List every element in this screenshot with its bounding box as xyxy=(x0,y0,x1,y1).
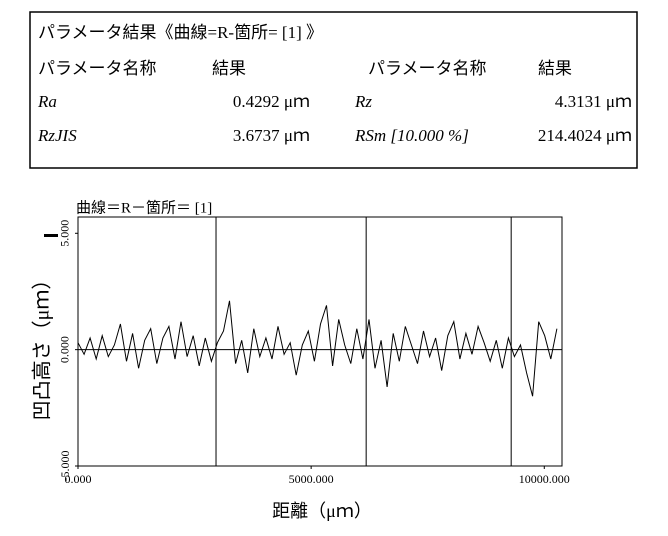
header-cell: パラメータ名称 xyxy=(38,59,157,78)
header-cell: パラメータ名称 xyxy=(368,59,487,78)
x-axis-label: 距離（μｍ） xyxy=(272,501,372,521)
header-cell: 結果 xyxy=(538,59,572,78)
x-tick-label: 5000.000 xyxy=(289,472,334,486)
x-tick-label: 10000.000 xyxy=(519,472,570,486)
param-value: 214.4024 μｍ xyxy=(538,126,632,145)
param-value: 0.4292 μｍ xyxy=(233,92,310,111)
header-cell: 結果 xyxy=(212,59,246,78)
y-axis-label: 凹凸高さ（μｍ） xyxy=(31,270,54,421)
param-value: 4.3131 μｍ xyxy=(555,92,632,111)
y-tick-label: 0.000 xyxy=(58,336,72,363)
profile-line xyxy=(77,300,558,397)
param-name: Ra xyxy=(37,92,57,111)
table-title: パラメータ結果《曲線=R-箇所= [1] 》 xyxy=(38,23,323,42)
plot-frame xyxy=(77,216,563,467)
x-tick-label: 0.000 xyxy=(65,472,92,486)
param-name: Rz xyxy=(354,92,372,111)
scale-bar xyxy=(44,234,58,237)
y-tick-label: -5.000 xyxy=(58,451,72,482)
param-value: 3.6737 μｍ xyxy=(233,126,310,145)
table-box xyxy=(29,11,638,169)
param-name: RzJIS xyxy=(37,126,77,145)
y-tick-label: 5.000 xyxy=(58,220,72,247)
chart-title: 曲線＝R－箇所＝ [1] xyxy=(76,199,212,216)
param-name: RSm [10.000 %] xyxy=(354,126,469,145)
